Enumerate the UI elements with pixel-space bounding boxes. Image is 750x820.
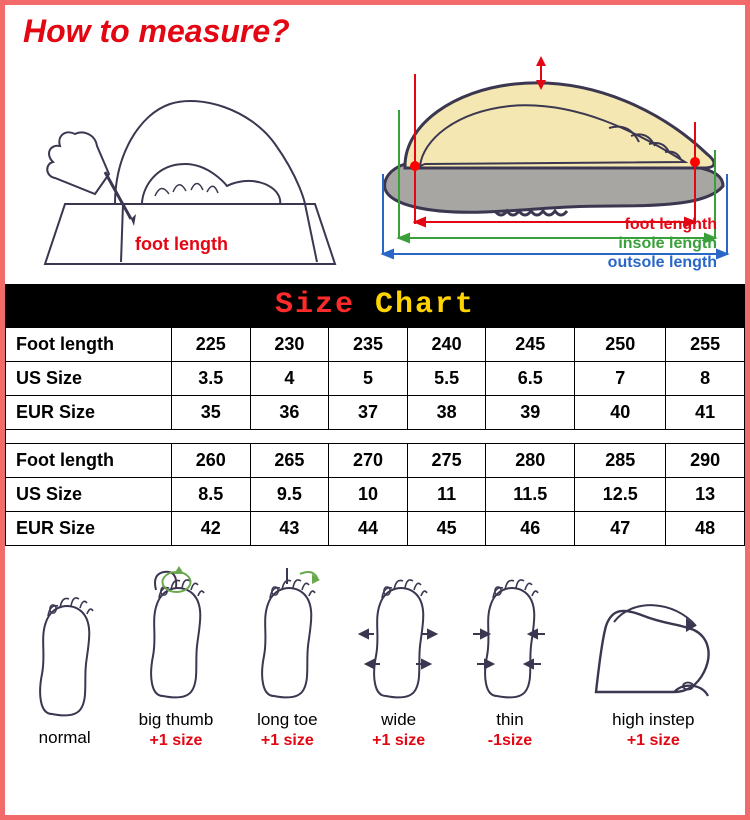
table-cell: 7 bbox=[575, 362, 666, 396]
foot-type-label: normal bbox=[22, 728, 108, 748]
table-cell: 48 bbox=[666, 512, 745, 546]
foot-type-label: big thumb bbox=[133, 710, 219, 730]
table-cell: 41 bbox=[666, 396, 745, 430]
foot-type-big-thumb: big thumb +1 size bbox=[133, 564, 219, 750]
table-cell: 13 bbox=[666, 478, 745, 512]
table-cell: 12.5 bbox=[575, 478, 666, 512]
table-cell: 47 bbox=[575, 512, 666, 546]
table-cell: 40 bbox=[575, 396, 666, 430]
table-cell: 11 bbox=[407, 478, 486, 512]
table-cell: 9.5 bbox=[250, 478, 329, 512]
table-row: Foot length260265270275280285290 bbox=[6, 444, 745, 478]
table-cell: 225 bbox=[172, 328, 251, 362]
diagram-trace-foot: foot length bbox=[5, 54, 365, 284]
foot-type-normal: normal bbox=[22, 582, 108, 750]
size-chart-title-word2: Chart bbox=[375, 288, 475, 322]
table-cell: 46 bbox=[486, 512, 575, 546]
size-chart-title-word1: Size bbox=[275, 288, 355, 322]
page-title: How to measure? bbox=[5, 5, 745, 54]
foot-type-long-toe: long toe +1 size bbox=[244, 564, 330, 750]
measure-diagrams: foot length bbox=[5, 54, 745, 284]
table-row: US Size8.59.5101111.512.513 bbox=[6, 478, 745, 512]
shoe-length-labels: foot lenghth insole length outsole lengt… bbox=[608, 215, 717, 272]
infographic-frame: How to measure? foot length bbox=[0, 0, 750, 820]
table-cell: 250 bbox=[575, 328, 666, 362]
foot-type-modifier: +1 size bbox=[578, 732, 728, 750]
label-insole-length: insole length bbox=[608, 234, 717, 253]
table-cell: 230 bbox=[250, 328, 329, 362]
table-cell: 240 bbox=[407, 328, 486, 362]
table-cell: 8.5 bbox=[172, 478, 251, 512]
table-row: US Size3.5455.56.578 bbox=[6, 362, 745, 396]
table-cell: 43 bbox=[250, 512, 329, 546]
table-cell: 255 bbox=[666, 328, 745, 362]
table-row: Foot length225230235240245250255 bbox=[6, 328, 745, 362]
size-chart-title: Size Chart bbox=[5, 284, 745, 327]
table-cell: 42 bbox=[172, 512, 251, 546]
table-row-header: EUR Size bbox=[6, 512, 172, 546]
table-row-header: US Size bbox=[6, 362, 172, 396]
table-cell: 3.5 bbox=[172, 362, 251, 396]
table-cell: 4 bbox=[250, 362, 329, 396]
table-cell: 235 bbox=[329, 328, 408, 362]
table-cell: 5 bbox=[329, 362, 408, 396]
table-cell: 36 bbox=[250, 396, 329, 430]
foot-type-wide: wide +1 size bbox=[356, 564, 442, 750]
table-cell: 37 bbox=[329, 396, 408, 430]
foot-type-modifier: +1 size bbox=[356, 732, 442, 750]
foot-type-label: high instep bbox=[578, 710, 728, 730]
label-outsole-length: outsole length bbox=[608, 253, 717, 272]
table-cell: 260 bbox=[172, 444, 251, 478]
table-cell: 285 bbox=[575, 444, 666, 478]
table-cell: 35 bbox=[172, 396, 251, 430]
foot-type-label: long toe bbox=[244, 710, 330, 730]
table-row-header: EUR Size bbox=[6, 396, 172, 430]
table-cell: 275 bbox=[407, 444, 486, 478]
table-cell: 10 bbox=[329, 478, 408, 512]
table-cell: 270 bbox=[329, 444, 408, 478]
table-cell: 5.5 bbox=[407, 362, 486, 396]
table-cell: 290 bbox=[666, 444, 745, 478]
table-cell: 39 bbox=[486, 396, 575, 430]
diagram-shoe-section: foot lenghth insole length outsole lengt… bbox=[365, 54, 745, 284]
table-cell: 8 bbox=[666, 362, 745, 396]
table-row: EUR Size35363738394041 bbox=[6, 396, 745, 430]
table-row-header: US Size bbox=[6, 478, 172, 512]
foot-type-high-instep: high instep +1 size bbox=[578, 564, 728, 750]
foot-type-row: normal big thumb +1 size long toe +1 siz… bbox=[5, 564, 745, 750]
table-gap bbox=[6, 430, 745, 444]
foot-type-thin: thin -1size bbox=[467, 564, 553, 750]
table-cell: 245 bbox=[486, 328, 575, 362]
table-cell: 6.5 bbox=[486, 362, 575, 396]
label-foot-length-left: foot length bbox=[135, 234, 228, 255]
foot-type-label: wide bbox=[356, 710, 442, 730]
foot-type-modifier: +1 size bbox=[244, 732, 330, 750]
foot-type-modifier: -1size bbox=[467, 732, 553, 750]
foot-type-label: thin bbox=[467, 710, 553, 730]
table-cell: 44 bbox=[329, 512, 408, 546]
table-row-header: Foot length bbox=[6, 444, 172, 478]
table-cell: 38 bbox=[407, 396, 486, 430]
table-row-header: Foot length bbox=[6, 328, 172, 362]
size-chart-table: Foot length225230235240245250255US Size3… bbox=[5, 327, 745, 546]
table-cell: 11.5 bbox=[486, 478, 575, 512]
foot-type-modifier: +1 size bbox=[133, 732, 219, 750]
label-foot-length: foot lenghth bbox=[608, 215, 717, 234]
table-cell: 45 bbox=[407, 512, 486, 546]
table-cell: 265 bbox=[250, 444, 329, 478]
table-cell: 280 bbox=[486, 444, 575, 478]
table-row: EUR Size42434445464748 bbox=[6, 512, 745, 546]
